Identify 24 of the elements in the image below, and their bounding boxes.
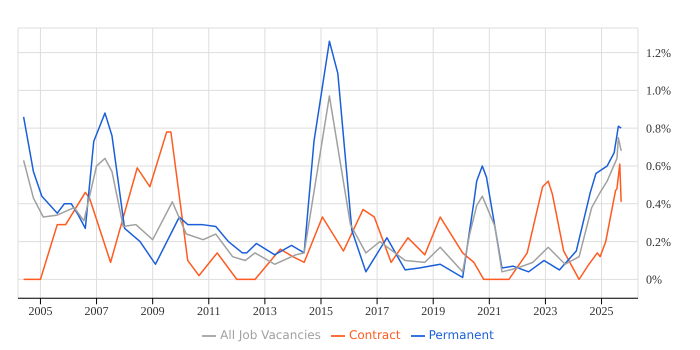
line-series (22, 131, 622, 280)
x-tick-label: 2017 (365, 304, 390, 318)
legend-label: All Job Vacancies (220, 328, 321, 342)
y-tick-label: 1.0% (646, 84, 671, 98)
x-tick-label: 2021 (477, 304, 502, 318)
y-tick-label: 0% (646, 272, 662, 287)
x-tick-label: 2013 (252, 304, 277, 318)
x-tick-label: 2025 (590, 304, 614, 318)
x-tick-label: 2011 (196, 304, 221, 318)
x-tick-label: 2009 (140, 304, 165, 318)
x-tick-label: 2015 (308, 304, 333, 318)
y-tick-label: 0.2% (646, 234, 671, 249)
y-tick-label: 0.8% (646, 121, 671, 136)
x-tick-label: 2019 (421, 304, 446, 318)
legend-label: Contract (348, 328, 401, 342)
y-tick-label: 0.6% (646, 159, 671, 174)
y-tick-label: 1.2% (646, 46, 671, 60)
x-tick-label: 2005 (28, 304, 52, 318)
legend-label: Permanent (428, 328, 494, 342)
y-tick-label: 0.4% (646, 197, 671, 212)
x-tick-label: 2007 (84, 304, 109, 318)
line-series (22, 95, 622, 273)
line-series (22, 40, 622, 278)
x-tick-label: 2023 (533, 304, 558, 318)
